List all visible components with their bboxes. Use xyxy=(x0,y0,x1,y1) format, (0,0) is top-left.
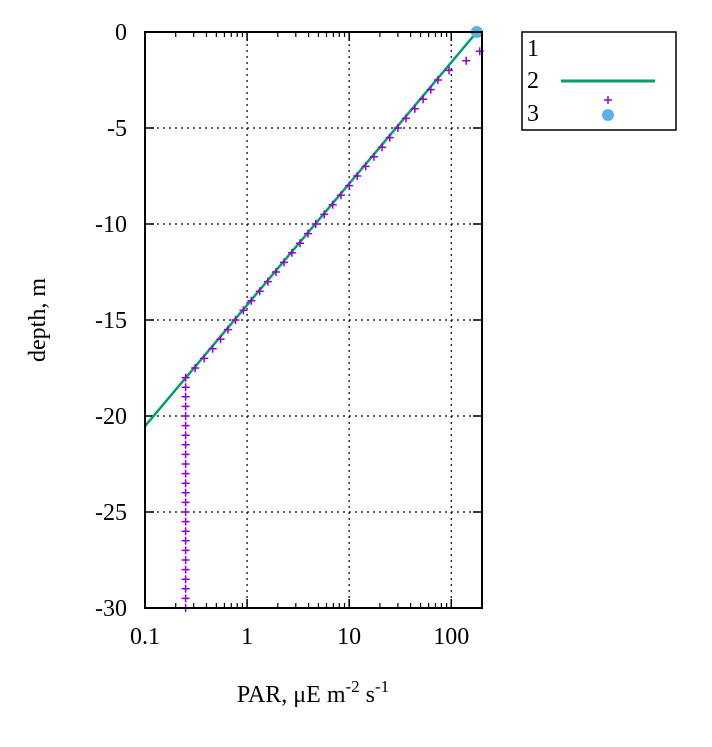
data-point-plus xyxy=(433,76,442,84)
legend-plus-mark xyxy=(604,96,612,104)
data-point-plus xyxy=(181,594,190,603)
data-point-plus xyxy=(200,354,209,363)
x-tick-label: 100 xyxy=(433,624,469,650)
x-tick-label: 0.1 xyxy=(130,624,160,650)
data-point-plus xyxy=(181,575,190,584)
data-point-plus xyxy=(181,498,190,507)
y-tick-label: -25 xyxy=(95,500,127,526)
data-point-plus xyxy=(345,181,354,190)
y-tick-label: -15 xyxy=(95,308,127,334)
legend-label-3: 3 xyxy=(527,101,539,127)
data-point-plus xyxy=(272,268,281,276)
data-point-plus xyxy=(328,200,337,209)
data-point-plus xyxy=(336,191,345,200)
data-point-plus xyxy=(444,66,453,75)
data-point-plus xyxy=(223,325,232,334)
legend-marker-circle xyxy=(602,109,614,121)
data-point-plus xyxy=(181,517,190,526)
data-point-plus xyxy=(296,239,305,248)
series-1-points xyxy=(181,47,484,612)
data-point-plus xyxy=(311,220,320,228)
data-point-plus xyxy=(191,364,200,372)
data-point-plus xyxy=(462,56,471,65)
data-point-plus xyxy=(401,114,410,123)
data-point-plus xyxy=(181,469,190,478)
data-point-plus xyxy=(181,488,190,497)
legend: 1 2 3 xyxy=(521,31,677,131)
data-point-plus xyxy=(216,335,225,344)
x-tick-label: 1 xyxy=(241,624,253,650)
data-point-plus xyxy=(181,460,190,468)
data-point-plus xyxy=(181,383,190,392)
data-point-plus xyxy=(181,508,190,516)
fit-line xyxy=(145,32,478,427)
data-point-plus xyxy=(181,565,190,574)
legend-marker-plus xyxy=(604,96,612,104)
data-point-plus xyxy=(208,344,217,353)
data-point-plus xyxy=(419,95,428,104)
data-point-plus xyxy=(385,133,394,142)
data-point-plus xyxy=(378,143,387,152)
data-point-plus xyxy=(287,248,296,257)
data-point-plus xyxy=(426,85,435,94)
grid xyxy=(145,32,482,608)
data-point-plus xyxy=(181,556,190,564)
data-point-plus xyxy=(181,546,190,555)
y-tick-label: -20 xyxy=(95,404,127,430)
x-axis-label: PAR, μE m-2 s-1 xyxy=(237,677,389,708)
y-axis-label: depth, m xyxy=(25,278,51,362)
y-tick-label: -10 xyxy=(95,212,127,238)
y-tick-label: -30 xyxy=(95,596,127,622)
data-point-plus xyxy=(181,392,190,401)
data-point-plus xyxy=(247,296,256,305)
data-point-plus xyxy=(181,536,190,545)
data-point-plus xyxy=(410,104,419,113)
data-point-plus xyxy=(320,210,329,219)
data-point-plus xyxy=(263,277,272,286)
data-point-plus xyxy=(181,431,190,440)
y-tick-label: 0 xyxy=(115,20,127,46)
data-point-plus xyxy=(231,316,240,324)
legend-label-1: 1 xyxy=(527,36,539,62)
data-point-plus xyxy=(303,229,312,238)
data-point-plus xyxy=(353,172,362,180)
data-point-plus xyxy=(181,584,190,593)
data-point-plus xyxy=(181,450,190,459)
data-point-plus xyxy=(369,152,378,161)
legend-label-2: 2 xyxy=(527,68,539,94)
data-point-plus xyxy=(280,258,289,267)
y-tick-label: -5 xyxy=(107,116,127,142)
plot-frame xyxy=(144,31,483,609)
series-2-line xyxy=(145,32,478,427)
data-point-plus xyxy=(181,402,190,411)
data-point-plus xyxy=(393,124,402,132)
data-point-plus xyxy=(181,373,190,382)
x-tick-label: 10 xyxy=(337,624,361,650)
data-point-plus xyxy=(181,479,190,488)
data-point-plus xyxy=(255,287,264,296)
data-point-plus xyxy=(181,412,190,420)
data-point-plus xyxy=(239,306,248,315)
data-point-plus xyxy=(181,440,190,449)
data-point-plus xyxy=(361,162,370,171)
data-point-plus xyxy=(181,527,190,536)
data-point-plus xyxy=(181,421,190,430)
